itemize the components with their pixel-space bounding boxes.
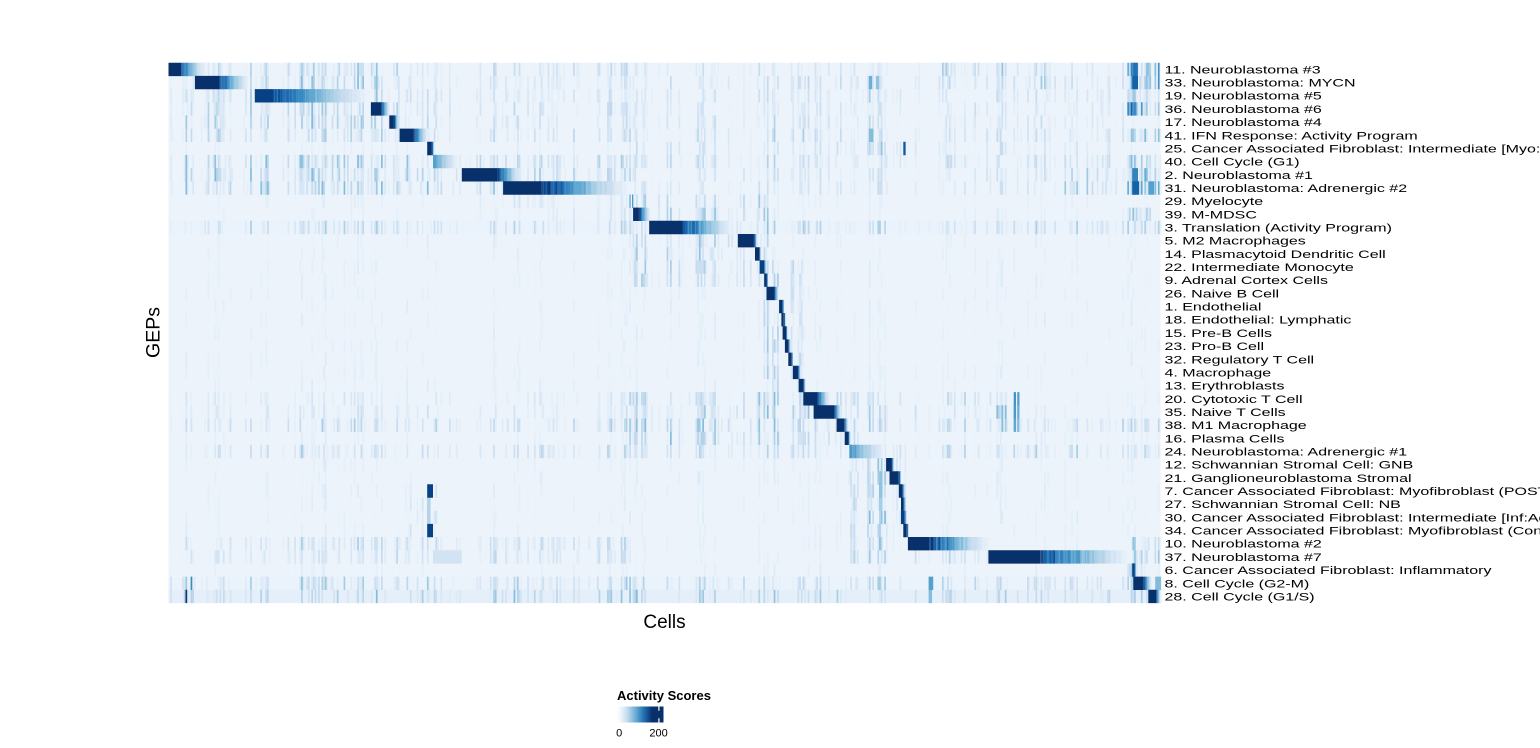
svg-text:41. IFN Response: Activity Pro: 41. IFN Response: Activity Program <box>1165 129 1418 142</box>
svg-text:GEPs: GEPs <box>143 307 165 358</box>
svg-text:Activity Scores: Activity Scores <box>617 688 711 703</box>
svg-text:200: 200 <box>649 728 667 740</box>
svg-text:40. Cell Cycle (G1): 40. Cell Cycle (G1) <box>1165 155 1300 168</box>
svg-text:33. Neuroblastoma: MYCN: 33. Neuroblastoma: MYCN <box>1165 76 1356 89</box>
svg-text:25. Cancer Associated Fibrobla: 25. Cancer Associated Fibroblast: Interm… <box>1165 142 1540 155</box>
svg-text:9. Adrenal Cortex Cells: 9. Adrenal Cortex Cells <box>1165 274 1329 287</box>
svg-text:18. Endothelial: Lymphatic: 18. Endothelial: Lymphatic <box>1165 313 1352 326</box>
svg-text:5. M2 Macrophages: 5. M2 Macrophages <box>1165 234 1306 247</box>
svg-text:Cells: Cells <box>643 612 685 633</box>
svg-text:26. Naive B Cell: 26. Naive B Cell <box>1165 287 1280 300</box>
svg-text:14. Plasmacytoid Dendritic Cel: 14. Plasmacytoid Dendritic Cell <box>1165 247 1386 260</box>
svg-text:6. Cancer Associated Fibroblas: 6. Cancer Associated Fibroblast: Inflamm… <box>1165 564 1492 577</box>
svg-text:7. Cancer Associated Fibroblas: 7. Cancer Associated Fibroblast: Myofibr… <box>1165 484 1540 497</box>
svg-text:32. Regulatory T Cell: 32. Regulatory T Cell <box>1165 353 1315 366</box>
svg-text:12. Schwannian Stromal Cell: G: 12. Schwannian Stromal Cell: GNB <box>1165 458 1414 471</box>
svg-text:27. Schwannian Stromal Cell: N: 27. Schwannian Stromal Cell: NB <box>1165 498 1401 511</box>
svg-text:30. Cancer Associated Fibrobla: 30. Cancer Associated Fibroblast: Interm… <box>1165 511 1540 524</box>
svg-text:22. Intermediate Monocyte: 22. Intermediate Monocyte <box>1165 260 1355 273</box>
svg-text:17. Neuroblastoma #4: 17. Neuroblastoma #4 <box>1165 116 1323 129</box>
svg-text:4. Macrophage: 4. Macrophage <box>1165 366 1272 379</box>
svg-text:20. Cytotoxic T Cell: 20. Cytotoxic T Cell <box>1165 392 1303 405</box>
svg-text:24. Neuroblastoma: Adrenergic: 24. Neuroblastoma: Adrenergic #1 <box>1165 445 1408 458</box>
svg-text:2. Neuroblastoma #1: 2. Neuroblastoma #1 <box>1165 168 1313 181</box>
svg-text:21. Ganglioneuroblastoma Strom: 21. Ganglioneuroblastoma Stromal <box>1165 471 1412 484</box>
svg-text:16. Plasma Cells: 16. Plasma Cells <box>1165 432 1285 445</box>
svg-text:19. Neuroblastoma #5: 19. Neuroblastoma #5 <box>1165 89 1323 102</box>
svg-text:0: 0 <box>616 728 622 740</box>
svg-text:31. Neuroblastoma: Adrenergic: 31. Neuroblastoma: Adrenergic #2 <box>1165 181 1408 194</box>
svg-text:8. Cell Cycle (G2-M): 8. Cell Cycle (G2-M) <box>1165 577 1310 590</box>
svg-text:3. Translation (Activity Progr: 3. Translation (Activity Program) <box>1165 221 1392 234</box>
svg-text:13. Erythroblasts: 13. Erythroblasts <box>1165 379 1285 392</box>
svg-text:15. Pre-B Cells: 15. Pre-B Cells <box>1165 326 1273 339</box>
svg-text:37. Neuroblastoma #7: 37. Neuroblastoma #7 <box>1165 550 1322 563</box>
svg-text:1. Endothelial: 1. Endothelial <box>1165 300 1262 313</box>
svg-text:35. Naive T Cells: 35. Naive T Cells <box>1165 405 1286 418</box>
svg-text:36. Neuroblastoma #6: 36. Neuroblastoma #6 <box>1165 102 1323 115</box>
svg-text:11. Neuroblastoma #3: 11. Neuroblastoma #3 <box>1165 63 1321 76</box>
svg-text:10. Neuroblastoma #2: 10. Neuroblastoma #2 <box>1165 537 1322 550</box>
svg-text:28. Cell Cycle (G1/S): 28. Cell Cycle (G1/S) <box>1165 590 1315 603</box>
svg-text:39. M-MDSC: 39. M-MDSC <box>1165 208 1257 221</box>
svg-text:38. M1 Macrophage: 38. M1 Macrophage <box>1165 419 1308 432</box>
svg-text:34. Cancer Associated Fibrobla: 34. Cancer Associated Fibroblast: Myofib… <box>1165 524 1540 537</box>
svg-text:29. Myelocyte: 29. Myelocyte <box>1165 195 1264 208</box>
svg-text:23. Pro-B Cell: 23. Pro-B Cell <box>1165 340 1265 353</box>
